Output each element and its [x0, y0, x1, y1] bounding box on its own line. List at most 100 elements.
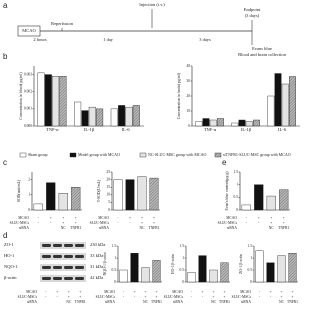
- legend-swatch: [69, 152, 77, 158]
- condition-cell: -: [57, 295, 59, 299]
- condition-label: MCAO: [98, 216, 109, 220]
- condition-cell: +: [283, 216, 285, 220]
- condition-cell: -: [191, 290, 193, 294]
- band-name: NQO-1: [4, 264, 18, 269]
- blot-band: [64, 266, 73, 269]
- bar: [289, 76, 296, 127]
- y-tick-label: 15: [106, 185, 110, 189]
- condition-label: SLUC-MSCs: [218, 221, 238, 225]
- y-tick-label: 0.000: [24, 124, 32, 128]
- bar: [241, 204, 251, 211]
- bar: [137, 176, 147, 211]
- blot-band: [42, 277, 51, 280]
- y-tick-label: 10: [106, 193, 110, 197]
- bar: [231, 122, 239, 127]
- y-tick-label: 0.5: [234, 195, 239, 199]
- condition-cell: +: [212, 290, 214, 294]
- bar: [96, 108, 104, 127]
- x-tick-label: IL-1β: [241, 127, 252, 132]
- panel-label: b: [3, 52, 8, 61]
- timeline-injection: Injection (i.v.): [139, 2, 165, 7]
- bar: [245, 121, 253, 127]
- condition-cell: +: [280, 290, 282, 294]
- condition-cell: +: [50, 216, 52, 220]
- y-tick-label: 1.5: [234, 170, 239, 174]
- condition-cell: +: [223, 295, 225, 299]
- condition-cell: TNFR1: [149, 226, 160, 230]
- bar: [252, 119, 260, 127]
- y-tick-label: 0: [28, 208, 30, 212]
- condition-cell: -: [129, 221, 131, 225]
- y-tick-label: 0: [108, 208, 110, 212]
- y-tick-label: 10: [186, 109, 190, 113]
- condition-cell: NC: [66, 300, 72, 304]
- condition-cell: -: [246, 216, 248, 220]
- bar: [58, 193, 68, 211]
- bar: [195, 121, 203, 127]
- condition-cell: +: [141, 221, 143, 225]
- condition-cell: +: [129, 216, 131, 220]
- band-name: β-actin: [4, 275, 17, 280]
- bar: [132, 105, 140, 127]
- condition-cell: -: [259, 295, 261, 299]
- condition-cell: +: [153, 221, 155, 225]
- y-axis-label: Concentration in blood( pg/ml): [19, 72, 23, 120]
- condition-cell: +: [153, 216, 155, 220]
- legend-label: siTNFR1-SLUC-MSC group with MCAO: [223, 152, 291, 157]
- condition-cell: -: [134, 295, 136, 299]
- condition-label: siRNA: [27, 300, 37, 304]
- bar: [33, 203, 43, 211]
- blot-band: [75, 266, 84, 269]
- bar: [187, 272, 196, 283]
- condition-cell: NC: [143, 300, 149, 304]
- condition-cell: -: [45, 295, 47, 299]
- band-size: 31 kDa: [90, 264, 103, 269]
- condition-cell: +: [212, 295, 214, 299]
- condition-cell: -: [259, 290, 261, 294]
- band-size: 42 kDa: [90, 275, 103, 280]
- bar: [198, 255, 207, 283]
- condition-cell: -: [38, 216, 40, 220]
- y-tick-label: 0: [114, 280, 116, 284]
- y-tick-label: 1: [236, 182, 238, 186]
- x-tick-label: TNF-α: [204, 127, 217, 132]
- y-tick-label: 0.5: [180, 268, 185, 272]
- x-tick-label: IL-6: [278, 127, 287, 132]
- condition-cell: -: [50, 221, 52, 225]
- y-axis-label: T-SOD(U/mL): [97, 179, 101, 202]
- legend-swatch: [139, 152, 147, 158]
- timeline-span: 3 days: [199, 37, 211, 42]
- y-tick-label: 0: [188, 124, 190, 128]
- condition-cell: +: [291, 290, 293, 294]
- condition-cell: TNFR1: [287, 300, 298, 304]
- bar: [274, 73, 282, 127]
- blot-band: [64, 255, 73, 258]
- bar: [81, 110, 89, 127]
- bar: [202, 118, 210, 127]
- condition-cell: -: [38, 221, 40, 225]
- condition-cell: +: [283, 221, 285, 225]
- condition-cell: +: [144, 290, 146, 294]
- condition-cell: +: [62, 216, 64, 220]
- blot-strip: [40, 264, 86, 271]
- bar: [37, 72, 45, 127]
- condition-cell: +: [141, 216, 143, 220]
- panel-label: e: [222, 158, 227, 167]
- bar: [88, 106, 96, 127]
- condition-cell: +: [75, 221, 77, 225]
- y-tick-label: 1: [28, 193, 30, 197]
- bar: [288, 252, 297, 283]
- condition-cell: +: [201, 290, 203, 294]
- condition-cell: +: [223, 290, 225, 294]
- legend-swatch: [214, 152, 222, 158]
- condition-cell: -: [123, 290, 125, 294]
- y-tick-label: 1: [182, 256, 184, 260]
- condition-label: siRNA: [173, 300, 183, 304]
- condition-cell: NC: [279, 300, 285, 304]
- condition-cell: -: [270, 295, 272, 299]
- panel-label: a: [3, 1, 8, 10]
- condition-cell: +: [133, 290, 135, 294]
- blot-band: [53, 244, 62, 247]
- timeline-reperfusion: Reperfusion: [51, 21, 74, 26]
- timeline-mcao: MCAO: [22, 28, 36, 33]
